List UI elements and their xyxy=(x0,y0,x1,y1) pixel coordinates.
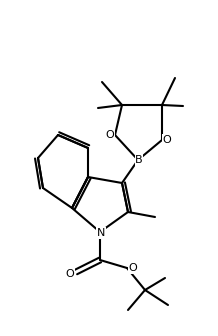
Text: O: O xyxy=(106,130,114,140)
Text: O: O xyxy=(163,135,171,145)
Text: B: B xyxy=(135,155,143,165)
Text: O: O xyxy=(66,269,74,279)
Text: O: O xyxy=(129,263,137,273)
Text: N: N xyxy=(97,228,105,238)
